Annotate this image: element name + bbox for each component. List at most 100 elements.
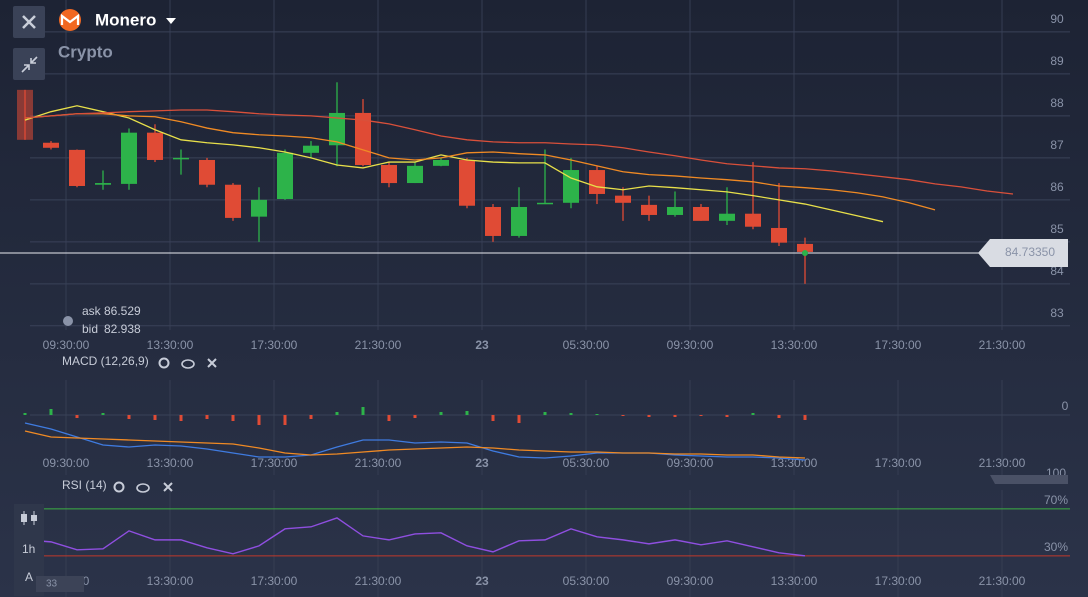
histogram-bar bbox=[777, 415, 781, 418]
indicator-line bbox=[24, 517, 806, 557]
x-tick-label: 21:30:00 bbox=[355, 338, 402, 352]
collapse-button[interactable] bbox=[13, 48, 45, 80]
histogram-bar bbox=[569, 413, 573, 415]
x-tick-label: 13:30:00 bbox=[771, 574, 818, 588]
remove-icon[interactable] bbox=[163, 482, 173, 492]
y-tick-label: 88 bbox=[1050, 96, 1064, 110]
candle-body bbox=[277, 152, 293, 200]
histogram-bar bbox=[335, 412, 339, 415]
histogram-bar bbox=[75, 415, 79, 418]
candle-body bbox=[797, 243, 813, 252]
candle-body bbox=[719, 213, 735, 221]
x-tick-label: 05:30:00 bbox=[563, 574, 610, 588]
histogram-bar bbox=[647, 415, 651, 417]
x-tick-label: 13:30:00 bbox=[147, 456, 194, 470]
current-price: 84.73350 bbox=[1005, 245, 1055, 259]
candle-body bbox=[329, 112, 345, 146]
x-tick-label: 09:30:00 bbox=[43, 338, 90, 352]
y-tick-label: 89 bbox=[1050, 54, 1064, 68]
histogram-bar bbox=[283, 415, 287, 425]
visibility-icon[interactable] bbox=[136, 483, 150, 493]
visibility-icon[interactable] bbox=[181, 359, 195, 369]
candle-body bbox=[225, 184, 241, 218]
candle-body bbox=[667, 206, 683, 215]
histogram-bar bbox=[361, 407, 365, 415]
x-tick-label: 13:30:00 bbox=[147, 338, 194, 352]
histogram-bar bbox=[179, 415, 183, 421]
candle-body bbox=[251, 199, 267, 217]
x-tick-label: 05:30:00 bbox=[563, 338, 610, 352]
candle-body bbox=[199, 159, 215, 185]
collapse-icon bbox=[21, 56, 38, 73]
y-tick-label: 30% bbox=[1044, 540, 1068, 554]
x-tick-label: 21:30:00 bbox=[979, 456, 1026, 470]
candle-body bbox=[771, 227, 787, 243]
x-tick-label: 09:30:00 bbox=[667, 338, 714, 352]
x-tick-label: 23 bbox=[475, 456, 489, 470]
x-tick-label: 13:30:00 bbox=[147, 574, 194, 588]
candle-body bbox=[693, 206, 709, 221]
settings-icon[interactable] bbox=[113, 481, 125, 493]
x-tick-label: 17:30:00 bbox=[875, 456, 922, 470]
macd-title: MACD (12,26,9) bbox=[62, 354, 149, 368]
histogram-bar bbox=[231, 415, 235, 421]
asset-name[interactable]: Monero bbox=[95, 10, 156, 29]
ask-label: ask bbox=[82, 304, 102, 318]
candle-body bbox=[303, 145, 319, 153]
candle-body bbox=[459, 159, 475, 206]
x-tick-label: 21:30:00 bbox=[979, 574, 1026, 588]
indicator-line bbox=[24, 113, 936, 211]
y-tick-label: 86 bbox=[1050, 180, 1064, 194]
candle-icon-body bbox=[31, 515, 37, 521]
y-tick-label: 84 bbox=[1050, 264, 1064, 278]
y-tick-label: 0 bbox=[1062, 399, 1069, 413]
candle-body bbox=[563, 170, 579, 203]
histogram-bar bbox=[309, 415, 313, 419]
x-tick-label: 17:30:00 bbox=[251, 574, 298, 588]
ask-value: 86.529 bbox=[104, 304, 141, 318]
logo-mark bbox=[60, 13, 80, 25]
scale-button[interactable]: A bbox=[25, 570, 33, 584]
remove-icon[interactable] bbox=[207, 358, 217, 368]
indicator-line bbox=[24, 109, 1014, 195]
timeframe-button[interactable]: 1h bbox=[22, 542, 35, 556]
histogram-bar bbox=[205, 415, 209, 419]
x-tick-label: 17:30:00 bbox=[251, 338, 298, 352]
histogram-bar bbox=[621, 415, 625, 416]
candle-body bbox=[589, 170, 605, 194]
x-tick-label: 21:30:00 bbox=[355, 456, 402, 470]
candle-body bbox=[407, 165, 423, 184]
settings-icon[interactable] bbox=[158, 357, 170, 369]
candle-body bbox=[173, 157, 189, 160]
histogram-bar bbox=[49, 409, 53, 415]
candle-body bbox=[121, 132, 137, 184]
asset-category: Crypto bbox=[58, 42, 113, 61]
candle-body bbox=[433, 159, 449, 166]
x-tick-label: 09:30:00 bbox=[43, 456, 90, 470]
histogram-bar bbox=[23, 413, 27, 415]
candle-body bbox=[69, 149, 85, 186]
x-tick-label: 23 bbox=[475, 338, 489, 352]
candle-body bbox=[485, 206, 501, 236]
x-tick-label: 09:30:00 bbox=[667, 574, 714, 588]
info-icon[interactable] bbox=[63, 316, 73, 326]
current-price-tag bbox=[978, 239, 1068, 268]
candle-body bbox=[355, 112, 371, 165]
candle-body bbox=[147, 132, 163, 160]
candle-body bbox=[537, 202, 553, 205]
histogram-bar bbox=[595, 414, 599, 415]
candle-body bbox=[95, 183, 111, 185]
candle-body bbox=[641, 204, 657, 215]
y-tick-label: 87 bbox=[1050, 138, 1064, 152]
x-tick-label: 13:30:00 bbox=[771, 338, 818, 352]
dropdown-arrow[interactable] bbox=[166, 18, 176, 24]
close-icon bbox=[22, 15, 36, 29]
x-tick-label: 17:30:00 bbox=[875, 338, 922, 352]
panel-tab bbox=[990, 475, 1068, 484]
histogram-bar bbox=[491, 415, 495, 421]
x-tick-label: 21:30:00 bbox=[979, 338, 1026, 352]
candle-body bbox=[43, 142, 59, 148]
